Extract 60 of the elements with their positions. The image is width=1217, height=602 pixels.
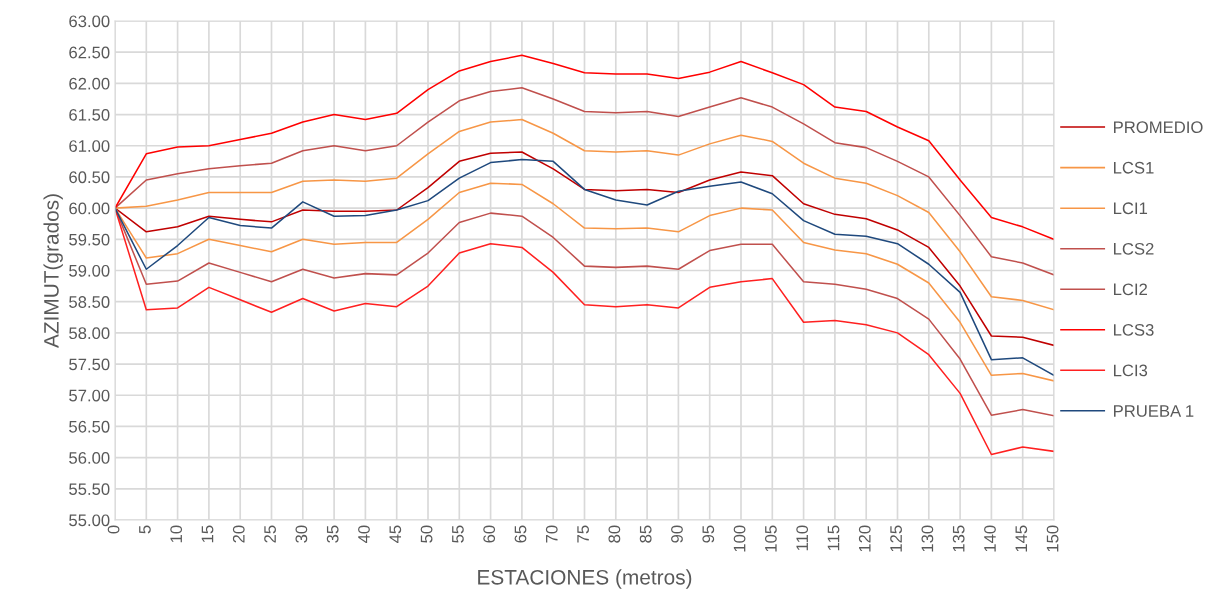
x-tick-label: 55 [452,525,464,543]
y-tick-label: 57.00 [69,389,110,402]
y-tick-label: 59.00 [69,264,110,277]
y-tick-label: 59.50 [69,233,110,246]
x-tick-label: 50 [420,525,433,543]
legend-label: LCI1 [1114,202,1148,215]
legend-label: LCI3 [1114,364,1148,377]
y-axis-title: AZIMUT(grados) [43,194,63,349]
x-tick-label: 15 [201,525,214,543]
y-tick-label: 61.00 [69,140,110,152]
y-tick-label: 58.50 [69,296,110,308]
y-tick-label: 56.50 [69,420,110,433]
x-tick-label: 100 [733,525,746,552]
x-tick-label: 110 [796,525,809,551]
legend-label: LCS1 [1114,161,1154,174]
y-tick-label: 60.50 [69,171,110,184]
legend-label: LCS2 [1114,242,1154,255]
legend-label: PROMEDIO [1114,121,1203,134]
line-series [115,54,1054,241]
y-tick-label: 57.50 [69,358,110,371]
x-tick-label: 115 [827,525,840,551]
y-tick-label: 58.00 [69,327,110,340]
x-tick-label: 60 [483,525,496,543]
x-tick-label: 120 [858,525,871,552]
x-tick-label: 35 [326,525,339,543]
x-tick-label: 150 [1046,525,1059,552]
x-tick-label: 105 [764,525,777,552]
x-tick-label: 95 [702,525,715,543]
legend-label: LCS3 [1114,323,1154,336]
x-tick-label: 70 [545,525,558,543]
x-tick-label: 5 [139,525,151,534]
x-tick-label: 130 [921,525,934,552]
x-tick-label: 65 [514,525,527,543]
x-tick-label: 40 [358,525,370,544]
y-tick-label: 62.50 [69,46,110,59]
y-tick-label: 62.00 [69,77,110,90]
x-tick-label: 85 [639,525,652,543]
x-tick-label: 30 [295,525,308,543]
x-tick-label: 80 [608,525,621,543]
y-tick-label: 55.00 [69,514,110,527]
legend-label: PRUEBA 1 [1114,405,1194,417]
x-tick-label: 125 [890,525,902,552]
x-tick-label: 10 [170,525,183,543]
x-tick-label: 0 [107,525,120,534]
x-tick-label: 25 [264,525,276,543]
x-tick-label: 135 [952,525,965,552]
x-tick-label: 145 [1015,525,1028,552]
x-tick-label: 140 [984,525,996,552]
y-tick-label: 60.00 [69,202,110,215]
x-tick-label: 90 [671,525,683,543]
legend-label: LCI2 [1114,283,1148,296]
y-tick-label: 56.00 [69,452,110,464]
x-tick-label: 75 [577,525,589,543]
line-series [115,151,1054,347]
x-tick-label: 20 [232,525,245,543]
x-axis-title: ESTACIONES (metros) [478,569,692,589]
x-tick-label: 45 [389,525,402,544]
y-tick-label: 61.50 [69,108,110,121]
y-tick-label: 55.50 [69,483,110,496]
y-tick-label: 63.00 [69,15,110,28]
